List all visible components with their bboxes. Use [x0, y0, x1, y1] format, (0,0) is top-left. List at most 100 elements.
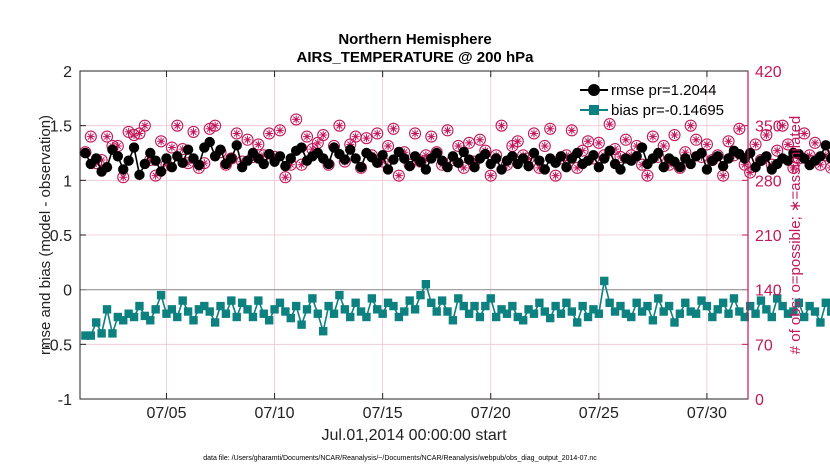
bias-point: [605, 298, 614, 307]
bias-point: [237, 298, 247, 307]
rmse-point: [685, 158, 696, 170]
y-tick-label: 0: [63, 283, 72, 300]
bias-point: [540, 307, 549, 316]
bias-point: [659, 307, 668, 316]
obs-marker: [273, 124, 287, 137]
obs-marker: [392, 169, 405, 182]
bias-point: [162, 309, 171, 318]
obs-possible-circle: [84, 130, 97, 143]
bias-point: [789, 307, 798, 316]
obs-marker: [825, 161, 830, 174]
bias-point: [335, 290, 344, 300]
obs-marker: [209, 119, 222, 132]
obs-possible-circle: [441, 124, 454, 137]
obs-possible-circle: [690, 133, 703, 146]
bias-point: [827, 307, 830, 316]
bias-point: [373, 305, 382, 314]
bias-point: [324, 301, 333, 311]
bias-point: [119, 316, 128, 325]
obs-possible-circle: [484, 169, 497, 182]
obs-marker: [279, 171, 292, 184]
bias-point: [275, 298, 285, 307]
bias-point: [140, 311, 150, 321]
rmse-point: [723, 153, 734, 164]
obs-marker: [425, 130, 438, 143]
bias-point: [502, 309, 512, 318]
bias-point: [616, 301, 625, 311]
bias-point: [394, 312, 404, 322]
bias-point: [675, 309, 685, 318]
rmse-point: [528, 147, 540, 159]
bias-point: [248, 312, 258, 322]
rmse-point: [258, 158, 269, 170]
data-file-footer: data file: /Users/gharamti/Documents/NCA…: [203, 455, 597, 462]
obs-possible-circle: [733, 122, 746, 135]
bias-point: [254, 296, 263, 305]
bias-point: [762, 305, 771, 314]
obs-possible-circle: [333, 119, 346, 132]
bias-point: [745, 301, 755, 311]
obs-possible-circle: [808, 136, 822, 149]
bias-point: [654, 294, 663, 303]
obs-marker: [776, 119, 789, 132]
obs-possible-circle: [279, 171, 292, 184]
obs-assimilated-star: [151, 171, 160, 180]
obs-possible-circle: [749, 138, 762, 151]
rmse-point: [636, 142, 648, 153]
rmse-point: [631, 151, 642, 162]
obs-assimilated-star: [454, 141, 463, 150]
obs-marker: [300, 130, 314, 143]
rmse-point: [615, 164, 626, 175]
bias-point: [756, 296, 766, 305]
obs-possible-circle: [300, 130, 314, 143]
rmse-point: [388, 154, 399, 165]
obs-assimilated-star: [394, 171, 403, 180]
obs-assimilated-star: [778, 121, 787, 130]
obs-assimilated-star: [524, 154, 533, 163]
obs-assimilated-star: [211, 121, 220, 130]
obs-marker: [619, 133, 632, 146]
obs-possible-circle: [392, 169, 405, 182]
obs-possible-circle: [463, 136, 476, 149]
obs-assimilated-star: [594, 138, 603, 147]
rmse-point: [442, 162, 453, 173]
obs-assimilated-star: [800, 129, 809, 138]
rmse-point: [139, 158, 151, 170]
rmse-point: [193, 159, 205, 171]
bias-point: [102, 305, 112, 314]
obs-assimilated-star: [384, 141, 393, 150]
obs-marker: [155, 135, 168, 148]
obs-assimilated-star: [200, 159, 209, 168]
bias-point: [664, 301, 674, 311]
bias-point: [800, 312, 809, 322]
obs-marker: [171, 119, 184, 132]
bias-point: [400, 307, 409, 316]
rmse-point: [215, 144, 226, 155]
obs-assimilated-star: [686, 121, 695, 130]
obs-marker: [781, 138, 795, 151]
rmse-point: [674, 162, 686, 173]
chart-title: Northern Hemisphere: [338, 31, 491, 48]
rmse-point: [815, 151, 826, 162]
bias-point: [729, 294, 739, 303]
rmse-point: [761, 151, 772, 162]
obs-assimilated-star: [184, 159, 193, 168]
obs-possible-circle: [646, 130, 659, 143]
rmse-point: [166, 162, 178, 173]
y-tick-label: -0.5: [44, 337, 72, 354]
obs-marker: [290, 113, 303, 126]
obs-assimilated-star: [605, 120, 614, 129]
obs-marker: [495, 119, 508, 132]
bias-point: [302, 305, 312, 314]
obs-assimilated-star: [97, 156, 106, 165]
x-tick-label: 07/05: [146, 405, 186, 422]
obs-marker: [581, 135, 595, 148]
obs-possible-circle: [138, 119, 151, 132]
obs-marker: [538, 139, 551, 153]
obs-marker: [382, 139, 395, 153]
bias-series: [81, 276, 830, 340]
obs-marker: [641, 169, 654, 182]
obs-marker: [452, 139, 465, 153]
bias-point: [497, 305, 506, 314]
obs-assimilated-star: [632, 141, 641, 150]
